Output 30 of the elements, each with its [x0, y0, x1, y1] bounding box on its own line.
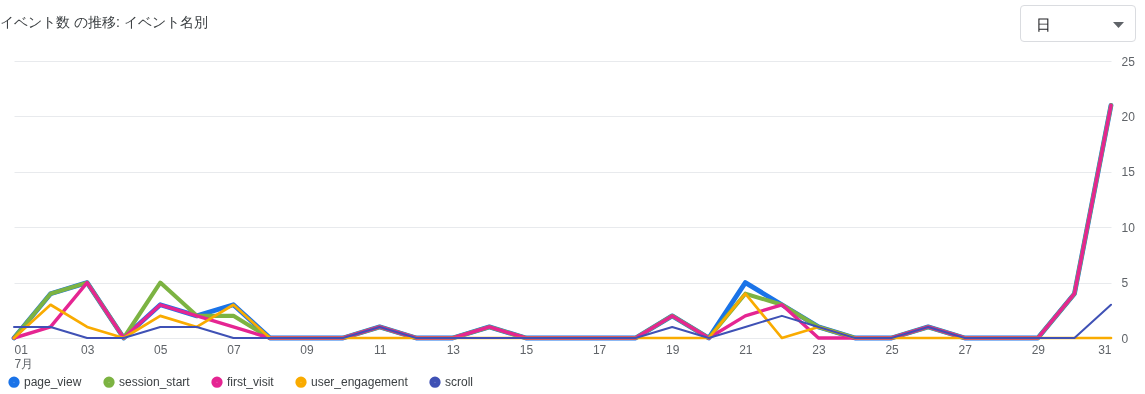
- legend-label: user_engagement: [311, 375, 409, 390]
- dropdown-field: 日: [1020, 5, 1136, 42]
- x-tick-label: 13: [446, 342, 461, 357]
- y-tick-label: 5: [1121, 276, 1129, 291]
- x-tick-label: 11: [373, 342, 387, 357]
- x-tick-label: 27: [958, 342, 973, 357]
- x-tick-label: 23: [812, 342, 826, 357]
- x-tick-label: 29: [1031, 342, 1046, 357]
- line-series: [13, 303, 1112, 339]
- x-tick-label: 05: [154, 342, 168, 357]
- x-tick-label: 09: [300, 342, 315, 357]
- x-tick-label: 17: [592, 342, 607, 357]
- chart-title: イベント数 の推移: イベント名別: [0, 14, 208, 32]
- legend-label: first_visit: [227, 375, 275, 390]
- x-tick-label: 19: [666, 342, 680, 357]
- legend-label: page_view: [24, 375, 82, 390]
- x-tick-label: 03: [80, 342, 95, 357]
- y-tick-label: 20: [1121, 109, 1136, 124]
- x-tick-label: 21: [739, 342, 753, 357]
- y-tick-label: 15: [1121, 165, 1136, 180]
- y-tick-label: 10: [1121, 220, 1136, 235]
- x-tick-label: 25: [885, 342, 900, 357]
- x-tick-label: 31: [1098, 342, 1112, 357]
- x-tick-label: 15: [519, 342, 534, 357]
- x-tick-label: 01 7月: [14, 342, 34, 371]
- x-tick-label: 07: [227, 342, 241, 357]
- y-tick-label: 25: [1121, 54, 1136, 69]
- y-tick-label: 0: [1121, 331, 1129, 346]
- legend-label: scroll: [445, 375, 474, 390]
- legend-label: session_start: [119, 375, 191, 390]
